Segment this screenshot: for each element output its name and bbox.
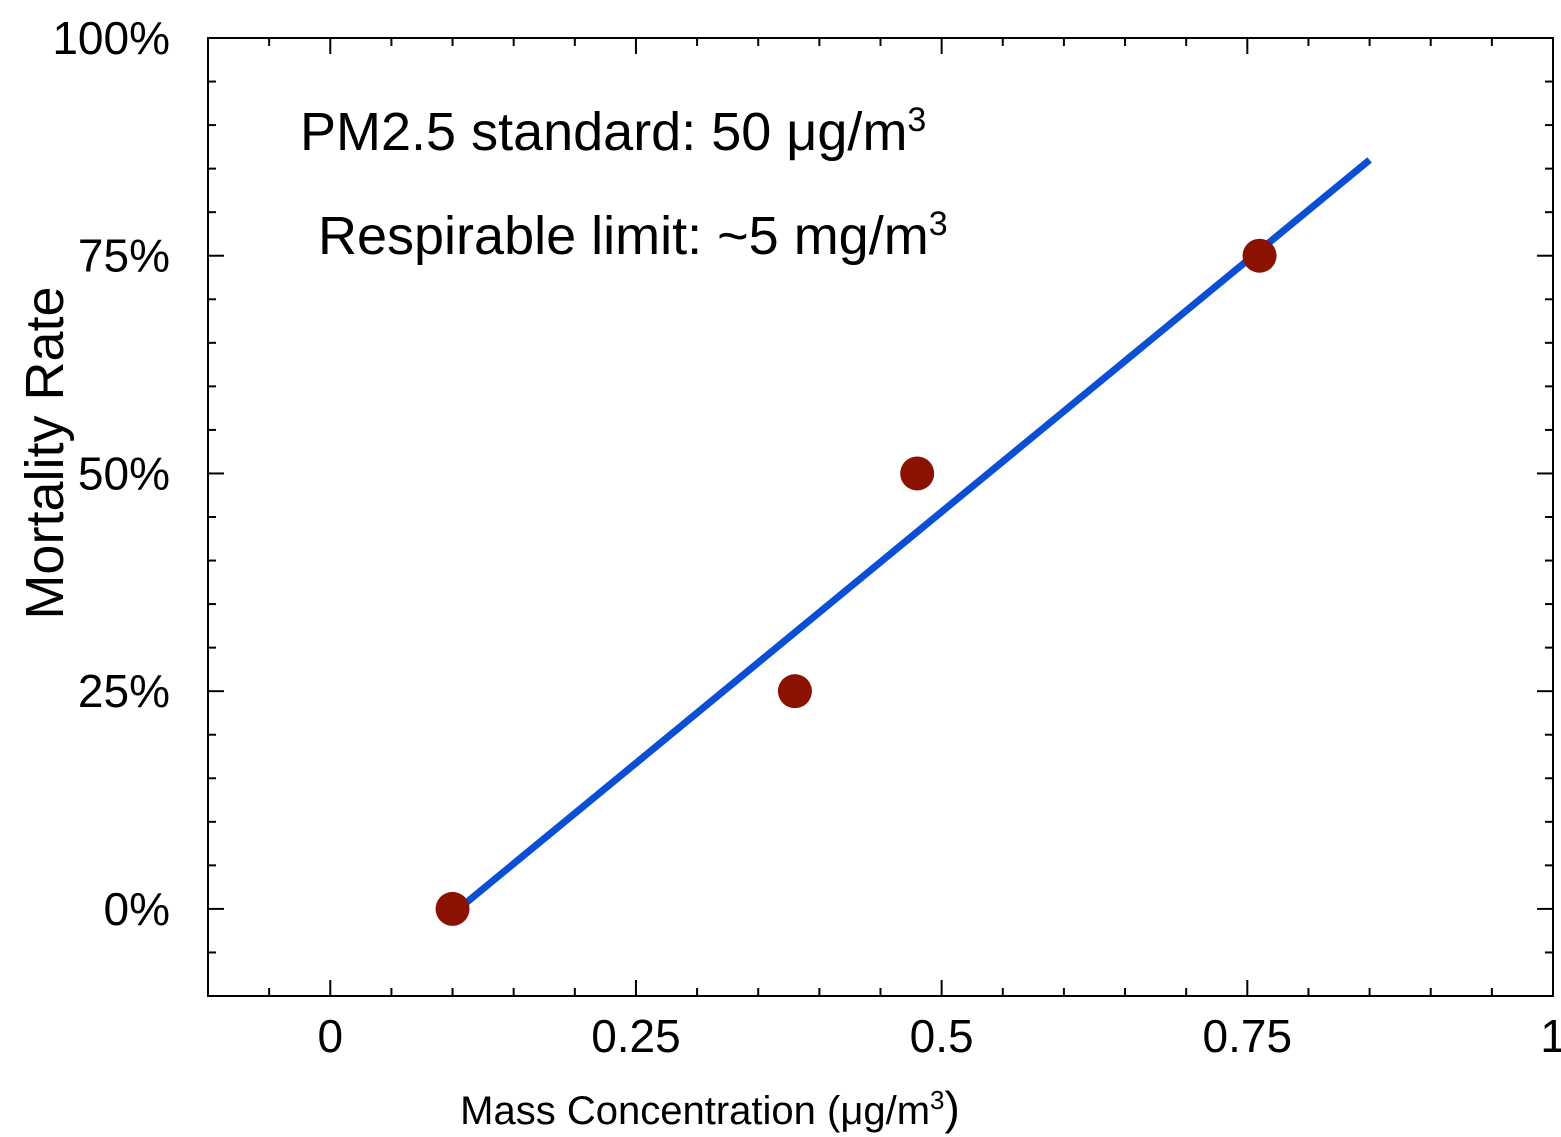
fit-line bbox=[456, 157, 1372, 912]
x-axis-title-text: Mass Concentration (μg/m bbox=[460, 1089, 930, 1133]
x-tick-label: 0.75 bbox=[1203, 1010, 1293, 1062]
annotation-pm25-sup: 3 bbox=[907, 101, 926, 139]
tick-labels: 0 0.25 0.5 0.75 1 0% 25% 50% 75% 100% bbox=[52, 12, 1561, 1062]
y-tick-label: 75% bbox=[78, 230, 170, 282]
x-tick-label: 1 bbox=[1540, 1010, 1561, 1062]
x-axis-title-close: ) bbox=[945, 1082, 960, 1134]
x-tick-label: 0.25 bbox=[591, 1010, 681, 1062]
annotation-respirable-sup: 3 bbox=[929, 205, 948, 243]
annotation-respirable: Respirable limit: ~5 mg/m3 bbox=[318, 205, 948, 266]
y-tick-label: 50% bbox=[78, 447, 170, 499]
annotation-pm25-text: PM2.5 standard: 50 μg/m bbox=[300, 102, 907, 162]
data-point bbox=[777, 674, 812, 709]
y-tick-label: 100% bbox=[52, 12, 170, 64]
data-point bbox=[1242, 238, 1277, 273]
y-tick-label: 25% bbox=[78, 665, 170, 717]
x-tick-label: 0.5 bbox=[910, 1010, 974, 1062]
annotation-respirable-text: Respirable limit: ~5 mg/m bbox=[318, 206, 929, 266]
annotation-pm25: PM2.5 standard: 50 μg/m3 bbox=[300, 101, 926, 162]
major-ticks bbox=[208, 37, 1554, 996]
x-axis-title-sup: 3 bbox=[930, 1085, 944, 1115]
y-axis-title: Mortality Rate bbox=[15, 286, 75, 619]
data-points bbox=[435, 238, 1277, 926]
data-point bbox=[900, 456, 935, 491]
plot-frame bbox=[207, 37, 1554, 997]
y-tick-label: 0% bbox=[104, 883, 170, 935]
x-tick-label: 0 bbox=[317, 1010, 343, 1062]
x-axis-title: Mass Concentration (μg/m3) bbox=[460, 1082, 960, 1134]
data-point bbox=[435, 891, 470, 926]
minor-ticks bbox=[208, 38, 1553, 996]
